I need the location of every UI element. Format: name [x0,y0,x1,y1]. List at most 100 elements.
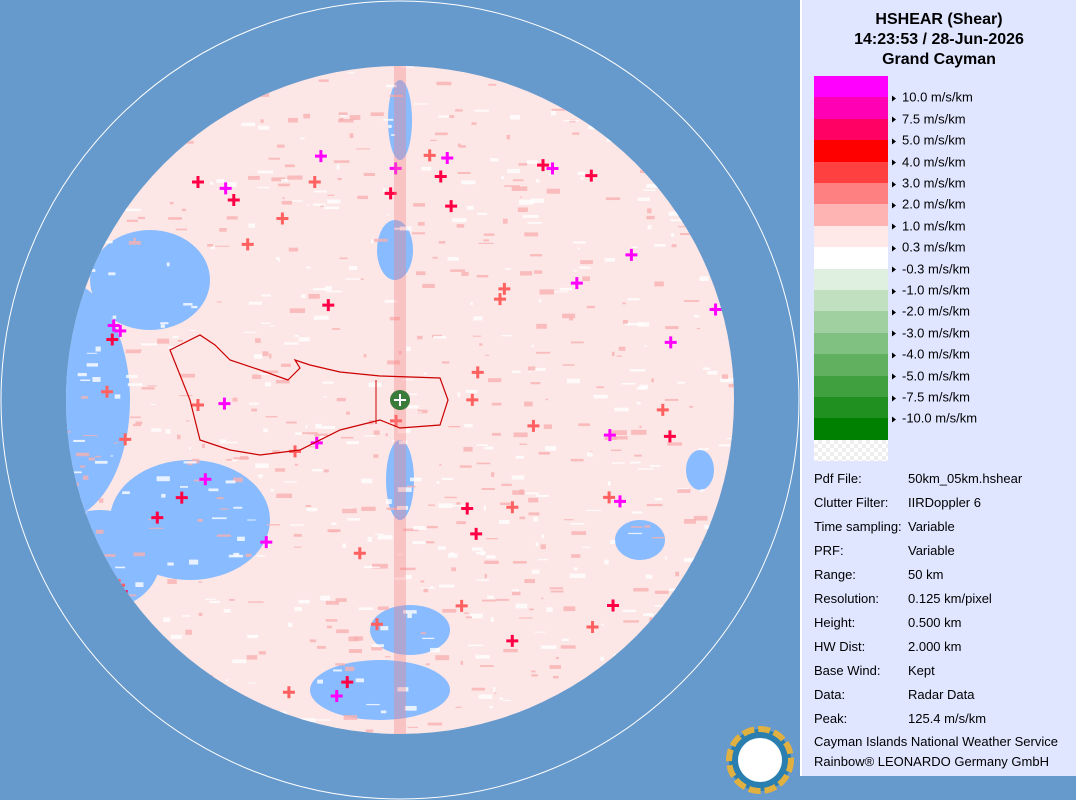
shear-cell [314,150,327,163]
echo [157,338,170,344]
echo [549,665,561,669]
echo [464,424,473,428]
echo [269,353,272,359]
echo [369,566,381,568]
echo [366,703,380,706]
echo [499,697,503,700]
echo [538,451,550,455]
echo [361,478,373,484]
echo [397,687,409,692]
echo [420,587,435,589]
echo [233,506,243,509]
echo [214,245,230,247]
echo [519,617,533,619]
echo [524,578,535,584]
legend-label: 7.5 m/s/km [892,111,966,126]
echo [333,160,350,163]
echo [437,546,446,550]
echo [449,115,455,118]
echo [671,244,677,248]
echo [422,283,435,288]
shear-cell [663,430,676,443]
echo [699,276,709,282]
echo [286,421,297,424]
echo [275,379,290,384]
shear-cell [151,511,164,524]
echo [308,294,320,299]
echo [539,289,554,295]
echo [248,601,264,603]
echo [545,446,557,451]
echo [530,382,541,385]
echo [306,507,318,512]
echo [333,669,342,672]
shear-cell [114,324,127,337]
echo [442,477,453,481]
echo [644,345,647,348]
echo [317,679,324,684]
echo [79,465,86,468]
echo [476,579,490,581]
legend-label: 5.0 m/s/km [892,133,966,148]
echo [643,189,656,191]
echo [401,66,414,68]
echo [380,626,389,631]
echo [430,647,441,653]
echo [95,346,101,352]
echo [654,590,669,594]
shear-cell [546,162,559,175]
echo [188,447,192,450]
echo [484,560,499,564]
echo [316,645,326,649]
echo [572,132,580,135]
echo [338,112,348,116]
echo [421,166,432,171]
echo [92,377,101,382]
echo [349,266,358,270]
echo [318,79,329,82]
echo [241,122,256,127]
echo [409,393,418,396]
echo [459,465,472,468]
echo [461,271,469,276]
echo [300,294,306,298]
echo [320,595,331,601]
echo [459,145,466,148]
echo [135,582,144,588]
echo [624,323,630,326]
echo [704,525,713,529]
echo [531,344,534,348]
echo [277,257,280,262]
echo [636,401,641,405]
legend-swatch [814,76,888,98]
echo [718,444,731,447]
echo [127,383,143,387]
echo [483,233,495,236]
echo [447,256,459,261]
echo [260,119,264,123]
echo [586,305,595,309]
echo [183,461,197,464]
echo [372,644,384,648]
echo [519,196,522,198]
echo [647,224,652,230]
shear-cell [613,495,626,508]
echo [455,706,462,708]
echo [670,219,685,222]
echo [478,694,493,700]
echo [385,656,391,658]
shear-cell [423,149,436,162]
shear-cell [445,200,458,213]
echo [347,72,356,74]
echo [664,398,679,401]
echo [193,479,205,482]
echo [472,335,482,337]
echo [245,553,252,557]
echo [535,494,549,497]
echo [387,214,390,216]
shear-cell [603,429,616,442]
echo [566,378,581,384]
echo [326,290,343,293]
echo [637,322,650,327]
echo [282,197,285,199]
